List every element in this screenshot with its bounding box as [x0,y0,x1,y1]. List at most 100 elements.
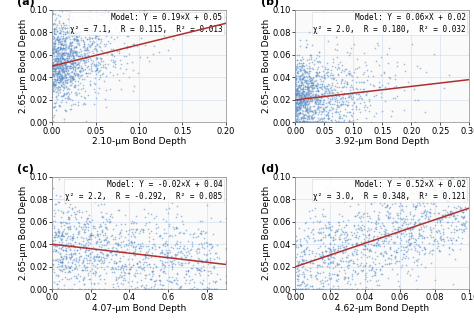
Point [309,120,316,125]
Point [293,105,301,110]
Point [317,115,325,120]
Point [322,100,329,105]
Point [186,248,194,253]
Point [63,91,71,96]
Point [206,257,214,262]
Point [50,82,58,87]
Point [301,73,308,79]
Point [378,251,385,256]
Point [69,69,76,74]
Point [116,13,123,18]
Point [296,105,304,110]
Point [55,36,63,42]
Point [49,221,56,226]
Point [292,94,300,99]
Point [337,243,344,249]
Point [72,225,79,230]
Point [61,120,68,125]
Point [404,269,412,274]
Point [62,84,70,90]
Point [93,56,100,61]
Point [306,273,314,278]
Point [366,247,374,252]
Point [93,231,101,236]
Point [339,258,346,264]
Point [51,65,59,70]
Point [62,30,69,35]
Point [49,65,57,71]
Point [308,80,316,85]
Point [304,111,312,116]
Point [402,238,410,243]
Point [326,120,333,125]
Point [189,231,197,237]
Point [158,236,165,241]
Point [97,56,105,61]
Point [64,236,71,241]
Point [130,41,138,46]
Point [80,58,87,63]
Point [315,107,323,112]
Point [130,239,138,244]
Point [338,240,346,245]
Point [436,220,444,225]
Point [378,194,385,199]
Point [79,37,86,43]
Point [342,244,350,249]
Point [303,98,311,104]
Point [312,102,319,107]
Point [292,81,300,86]
Point [319,287,327,292]
Point [293,120,301,125]
Point [418,184,425,189]
Point [319,259,327,264]
Point [148,245,155,251]
Point [55,51,63,56]
Point [305,66,313,71]
Point [73,263,80,268]
Point [86,43,93,48]
Point [440,215,447,220]
Point [63,224,71,229]
Point [304,120,312,125]
Point [365,218,372,224]
Point [449,174,456,179]
Point [77,72,85,77]
Point [413,186,420,191]
Point [156,278,164,283]
Point [203,251,211,256]
Point [328,120,336,125]
Point [326,96,334,101]
Point [319,120,327,125]
Point [419,201,427,206]
Point [82,102,89,107]
Point [314,229,321,235]
Point [74,37,82,42]
Point [70,267,78,272]
Point [338,84,346,89]
Point [145,253,153,258]
Point [65,65,73,71]
Point [425,209,433,214]
Point [364,77,371,82]
Point [337,102,344,107]
Point [56,58,64,63]
Point [295,90,303,96]
Point [457,205,465,211]
Point [58,233,65,239]
Point [315,262,323,267]
Point [403,270,411,275]
Point [87,233,95,238]
Point [139,256,146,262]
Point [177,261,184,266]
Point [325,231,333,237]
Point [325,82,333,87]
Point [56,39,64,45]
Point [324,260,332,265]
Point [148,250,155,255]
Point [310,76,317,81]
Point [96,250,104,255]
Point [362,271,370,276]
Point [309,79,316,84]
Point [73,40,81,45]
